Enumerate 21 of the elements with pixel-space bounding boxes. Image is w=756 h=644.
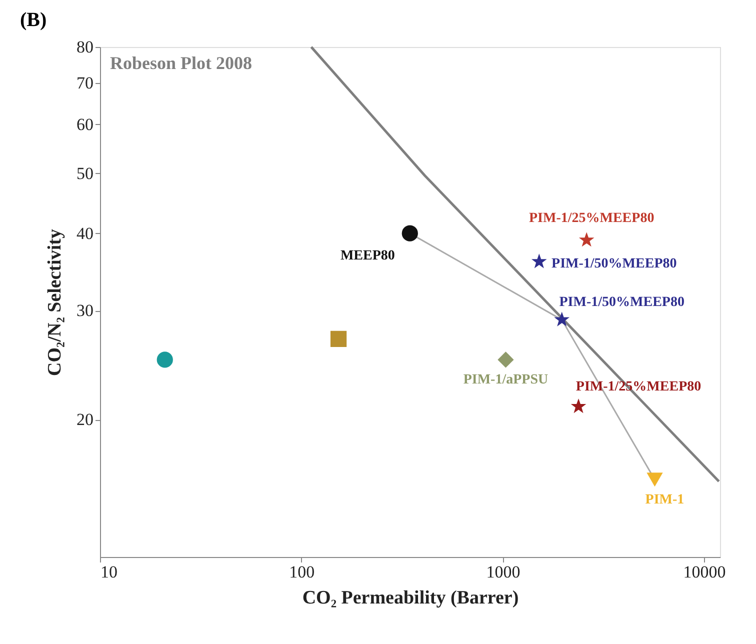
series-label: PIM-1 bbox=[645, 492, 684, 508]
series-label: PIM-1/50%MEEP80 bbox=[552, 256, 677, 272]
series-label: MEEP80 bbox=[340, 248, 395, 264]
y-tick-label: 40 bbox=[76, 224, 94, 243]
x-axis-title: CO₂ Permeability (Barrer) bbox=[302, 588, 519, 608]
x-tick-label: 100 bbox=[289, 562, 315, 582]
x-tick-label: 10000 bbox=[683, 562, 726, 582]
chart-title: (B) bbox=[20, 9, 47, 31]
y-tick-label: 70 bbox=[76, 73, 94, 92]
y-tick-label: 50 bbox=[76, 164, 94, 183]
series-label: PIM-1/50%MEEP80 bbox=[559, 294, 684, 310]
text: Robeson Plot 2008 bbox=[110, 53, 252, 73]
series-label: PIM-1/aPPSU bbox=[463, 372, 548, 388]
y-tick-label: 80 bbox=[76, 38, 94, 56]
y-axis-title: CO₂/N₂ Selectivity bbox=[44, 228, 66, 376]
y-tick-label: 20 bbox=[76, 410, 94, 430]
y-tick-label: 30 bbox=[76, 301, 94, 320]
y-tick-label: 60 bbox=[76, 114, 94, 134]
x-tick-label: 10 bbox=[100, 562, 118, 582]
series-label: PIM-1/25%MEEP80 bbox=[528, 211, 654, 226]
x-tick-label: 1000 bbox=[486, 562, 520, 582]
